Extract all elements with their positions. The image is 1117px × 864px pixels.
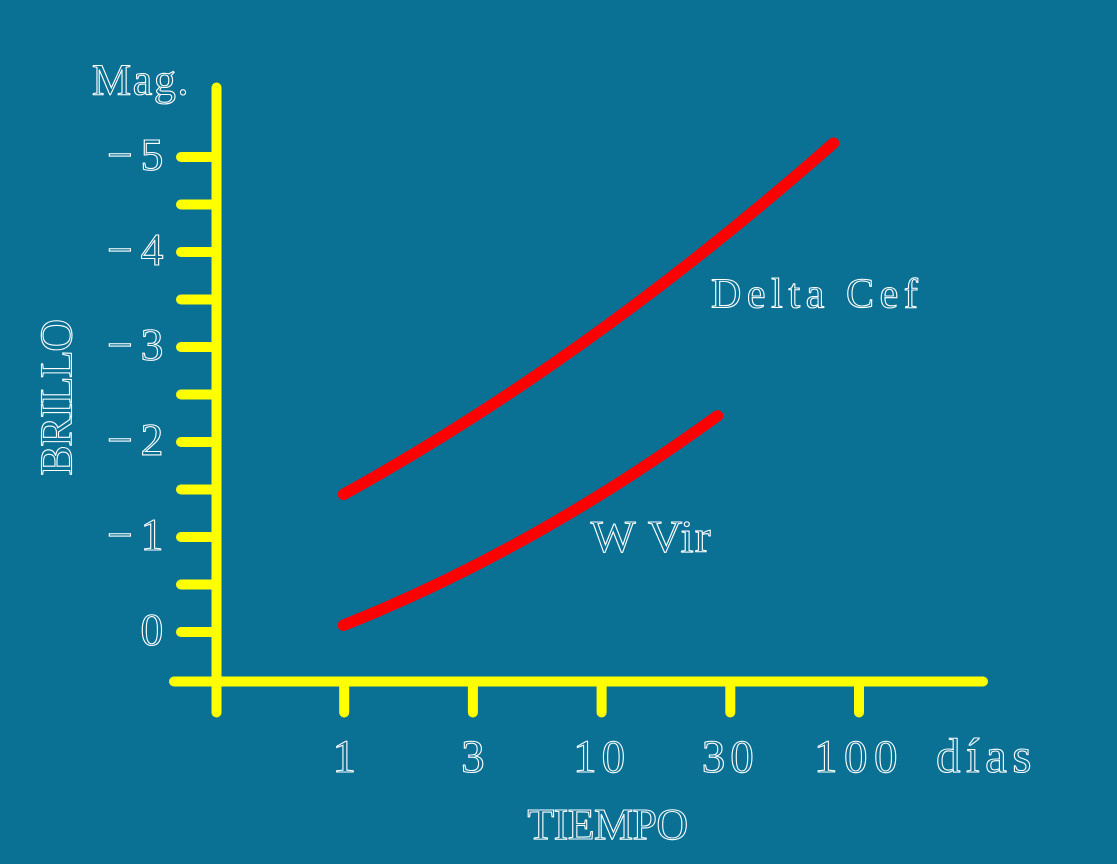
svg-text:−2: −2 — [107, 414, 171, 465]
svg-text:10: 10 — [573, 731, 630, 783]
svg-text:0: 0 — [141, 604, 164, 655]
svg-text:TIEMPO: TIEMPO — [527, 800, 687, 849]
svg-text:días: días — [936, 728, 1037, 783]
svg-text:100: 100 — [814, 731, 904, 783]
svg-text:−1: −1 — [107, 509, 171, 560]
svg-text:3: 3 — [461, 731, 485, 783]
svg-text:Delta Cef: Delta Cef — [711, 272, 924, 318]
svg-text:−5: −5 — [107, 129, 171, 180]
svg-text:W Vir: W Vir — [591, 511, 712, 562]
svg-text:−3: −3 — [107, 319, 171, 370]
svg-text:−4: −4 — [107, 224, 171, 275]
svg-text:1: 1 — [332, 731, 356, 783]
svg-text:BRILLO: BRILLO — [31, 320, 82, 475]
svg-text:Mag.: Mag. — [92, 56, 190, 105]
svg-text:30: 30 — [702, 731, 759, 783]
